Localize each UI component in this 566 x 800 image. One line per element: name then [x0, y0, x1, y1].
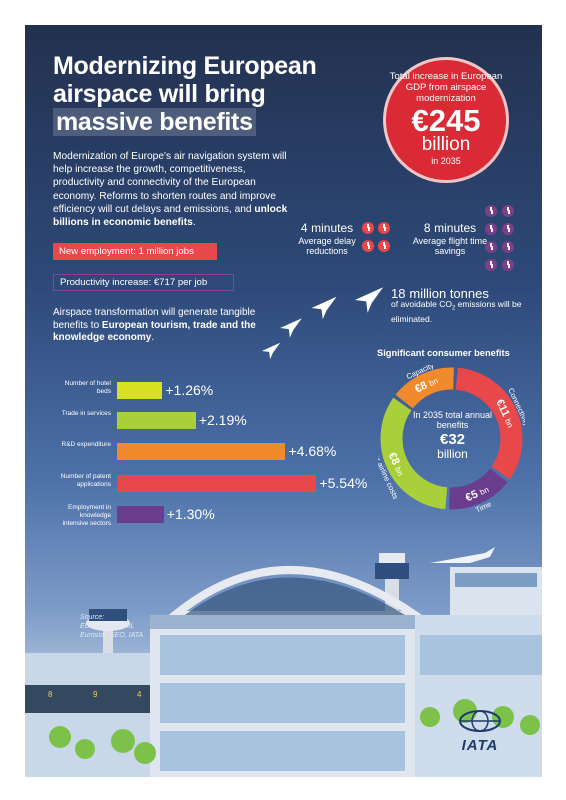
consumer-benefits-title: Significant consumer benefits: [377, 348, 510, 358]
gdp-label: Total increase in European GDP from airs…: [389, 71, 503, 104]
clock-icon: [378, 222, 390, 234]
clock-icon: [362, 222, 374, 234]
donut-value: €8 bn: [386, 451, 407, 478]
iata-logo: IATA: [450, 710, 510, 754]
page-title: Modernizing European airspace will bring…: [53, 52, 317, 136]
clock-icon: [502, 205, 514, 217]
donut-segment: [455, 367, 523, 480]
source-note: Source: EUROCONTROL Eurostat, SEO, IATA: [80, 614, 144, 639]
bar-label: Number of patent applications: [60, 473, 111, 488]
clock-icon: [502, 259, 514, 271]
clock-icon: [378, 240, 390, 252]
title-highlight: massive benefits: [53, 108, 256, 136]
benefit-bar: [117, 443, 286, 460]
gate-number: 4: [137, 690, 142, 699]
clock-icon: [502, 223, 514, 235]
benefit-bar: [117, 475, 317, 492]
infographic: Modernizing European airspace will bring…: [25, 25, 542, 777]
airport-illustration: [25, 547, 542, 777]
gate-number: 8: [48, 690, 53, 699]
bar-value: +4.68%: [288, 443, 337, 459]
delay-stat: 4 minutes Average delay reductions: [298, 221, 356, 256]
gate-number: 9: [93, 690, 98, 699]
bar-label: Trade in services: [61, 410, 111, 417]
donut-segment: [380, 397, 448, 510]
airplane-icon: [280, 318, 302, 338]
clock-icon: [485, 241, 497, 253]
gdp-year: in 2035: [431, 156, 461, 166]
intro-paragraph: Modernization of Europe's air navigation…: [53, 151, 288, 229]
airplane-icon: [261, 342, 281, 360]
bar-label: Employment in knowledge intensive sector…: [62, 504, 111, 527]
productivity-pill: Productivity increase: €717 per job: [53, 274, 234, 291]
bar-label: Number of hotel beds: [64, 380, 111, 395]
clock-icon: [485, 205, 497, 217]
donut-center: In 2035 total annual benefits €32 billio…: [412, 410, 493, 461]
clock-icon: [502, 241, 514, 253]
gdp-unit: billion: [421, 134, 471, 155]
airplane-icon: [354, 287, 384, 313]
benefit-bar: [117, 412, 196, 429]
clock-icon: [362, 240, 374, 252]
co2-stat: 18 million tonnes of avoidable CO2 emiss…: [391, 286, 522, 324]
bar-value: +1.30%: [166, 506, 215, 522]
tourism-paragraph: Airspace transformation will generate ta…: [53, 307, 256, 343]
bar-value: +1.26%: [165, 382, 214, 398]
globe-icon: [459, 710, 501, 732]
donut-value: €8 bn: [413, 374, 440, 395]
bar-label: R&D expenditure: [61, 441, 112, 448]
clock-icon: [485, 259, 497, 271]
employment-pill: New employment: 1 million jobs: [53, 243, 217, 260]
donut-segment: [395, 367, 454, 409]
bar-value: +5.54%: [319, 475, 368, 491]
benefit-bar: [117, 506, 164, 523]
bar-value: +2.19%: [198, 412, 247, 428]
gdp-value: €245: [411, 103, 481, 138]
flight-time-stat: 8 minutes Average flight time savings: [412, 221, 488, 256]
airplane-icon: [311, 296, 337, 320]
clock-icon: [485, 223, 497, 235]
donut-segment: [449, 468, 508, 510]
donut-value: €5 bn: [464, 483, 491, 504]
gdp-circle: Total increase in European GDP from airs…: [383, 57, 509, 183]
benefit-bar: [117, 382, 163, 399]
